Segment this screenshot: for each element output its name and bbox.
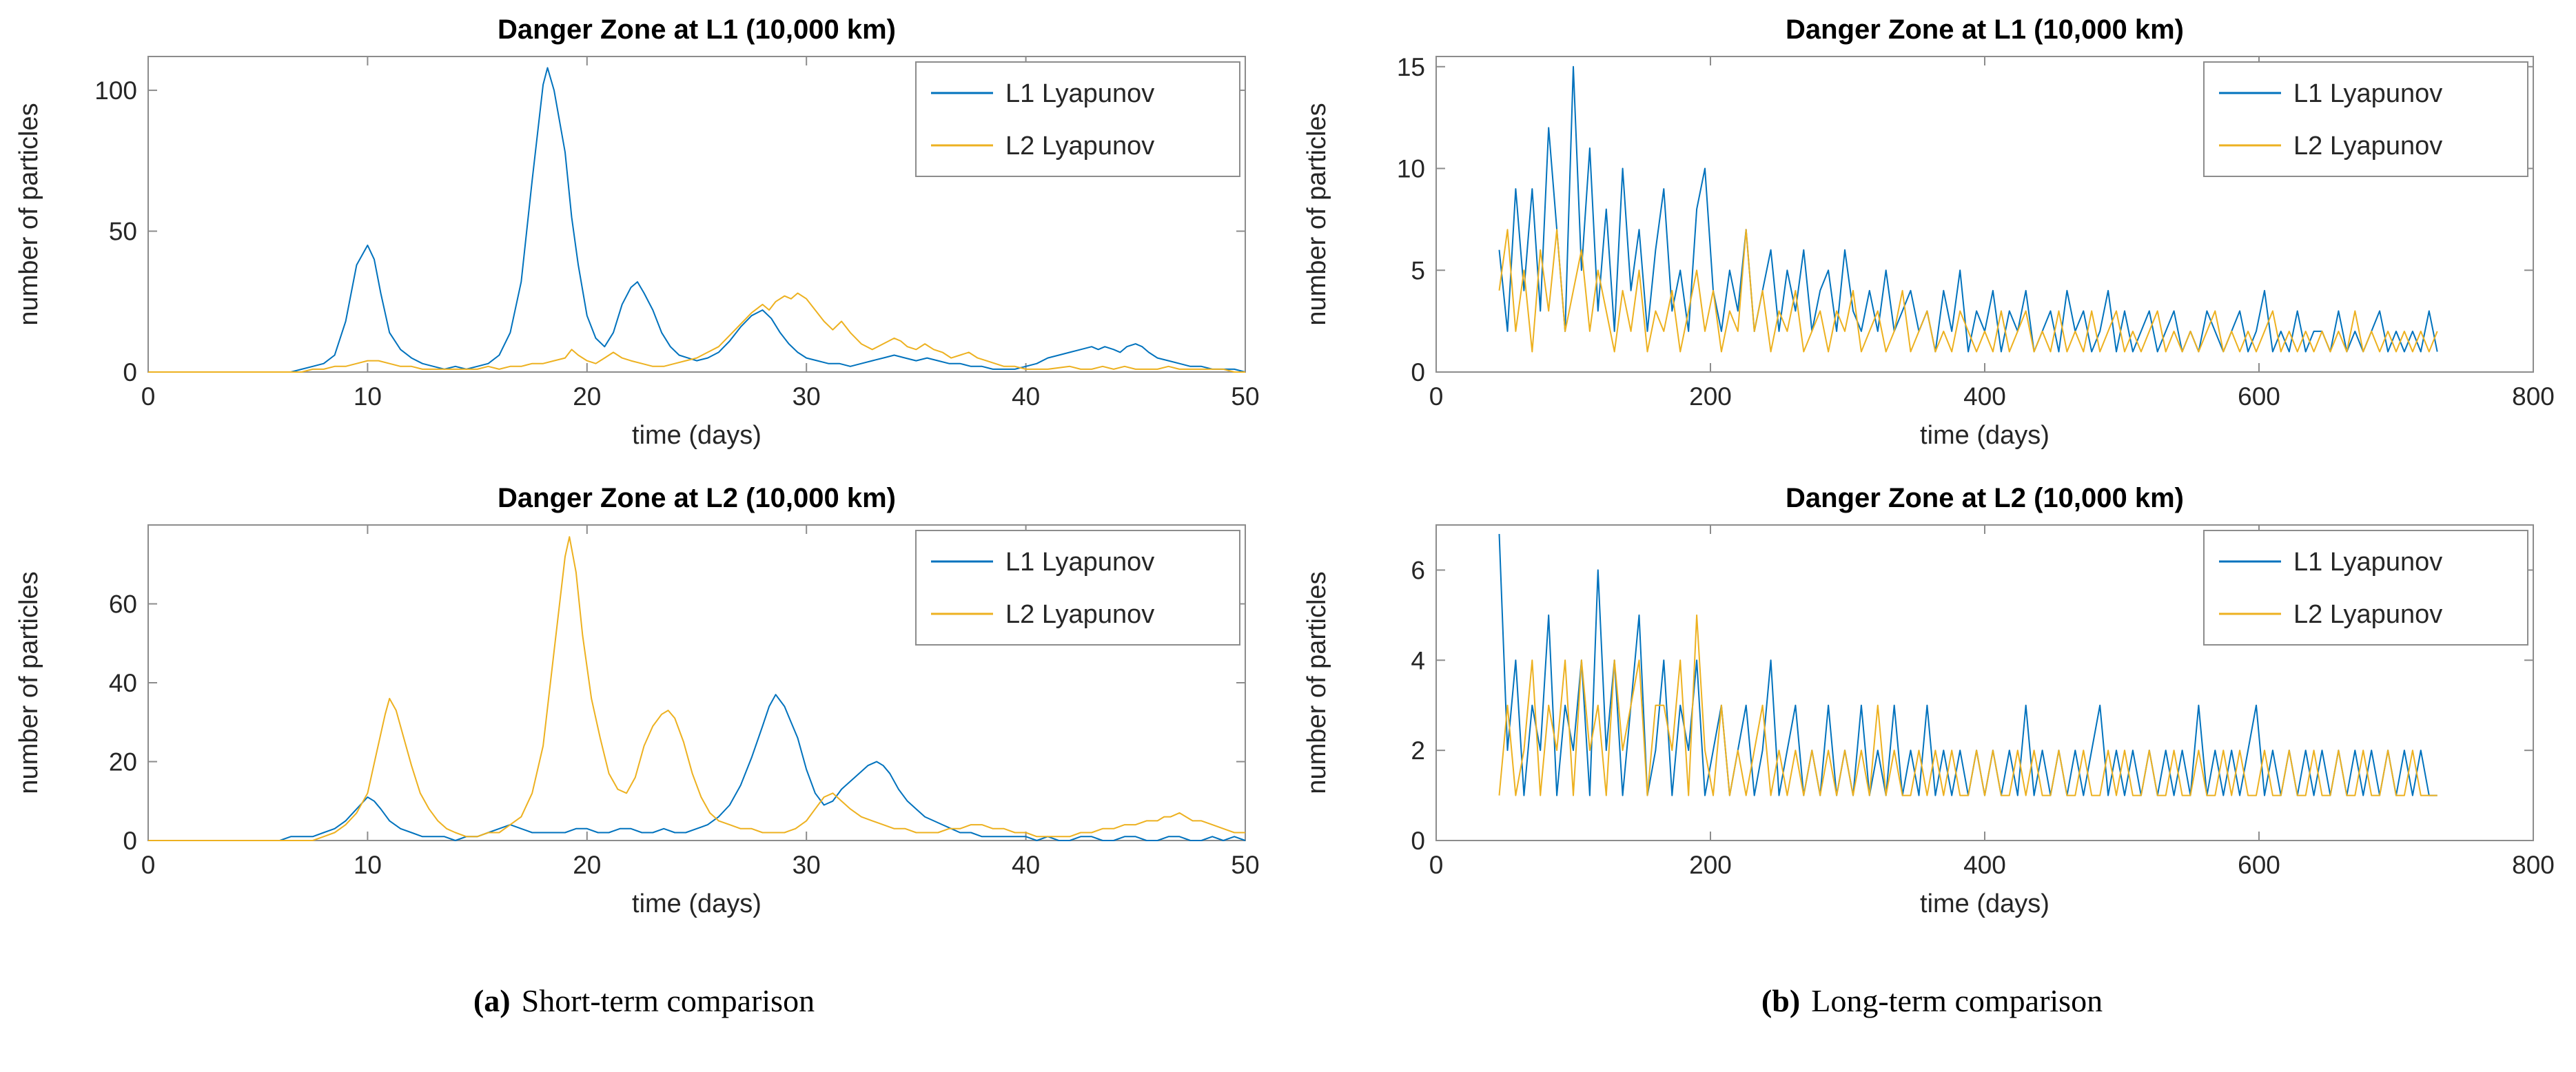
legend: L1 Lyapunov L2 Lyapunov [2203, 61, 2528, 177]
y-tick-label: 2 [1411, 736, 1425, 765]
y-tick-label: 0 [123, 827, 137, 855]
axes-box [147, 56, 1246, 373]
caption-a: (a) Short-term comparison [0, 937, 1288, 1072]
chart-box-l2-long: 0 200 400 600 800 0 2 4 6 Danger Zone at L2 (10,0… [1288, 468, 2576, 937]
x-tick-label: 50 [1231, 851, 1259, 879]
legend-box [915, 61, 1240, 177]
x-tick-label: 600 [2238, 851, 2280, 879]
chart-danger-zone-l2-long-term: 0 200 400 600 800 0 2 4 6 Danger Zone at L2 (10,0… [1302, 483, 2555, 918]
x-axis-label: time (days) [632, 889, 761, 918]
x-tick-label: 20 [573, 851, 601, 879]
legend: L1 Lyapunov L2 Lyapunov [2203, 530, 2528, 646]
legend-label: L2 Lyapunov [2293, 600, 2442, 629]
x-tick-label: 400 [1963, 851, 2006, 879]
caption-b-label: (b) [1761, 983, 1801, 1018]
series-line-l2-lyapunov [148, 292, 1245, 373]
x-tick-label: 800 [2512, 382, 2555, 411]
x-tick-label: 10 [354, 382, 382, 411]
x-tick-label: 800 [2512, 851, 2555, 879]
series-line-l1-lyapunov [148, 67, 1246, 373]
x-tick-label: 200 [1689, 382, 1732, 411]
chart-box-l2-short: 0 10 20 30 40 50 0 20 40 60 Danger Zone at L2 (10,… [0, 468, 1288, 937]
x-tick-label: 30 [793, 851, 821, 879]
legend-box [2203, 530, 2528, 646]
x-tick-label: 40 [1012, 382, 1040, 411]
chart-danger-zone-l1-long-term: 0 200 400 600 800 0 5 10 15 Danger Zone at L1 (10… [1302, 14, 2555, 450]
x-tick-label: 10 [354, 851, 382, 879]
chart-title: Danger Zone at L2 (10,000 km) [1786, 483, 2184, 513]
legend-label: L1 Lyapunov [1005, 548, 1154, 577]
y-tick-label: 0 [123, 358, 137, 386]
y-tick-label: 60 [109, 590, 137, 619]
y-tick-label: 20 [109, 748, 137, 776]
series-line-l1-lyapunov [148, 694, 1246, 841]
y-tick-label: 40 [109, 669, 137, 697]
y-axis-label: number of particles [1302, 103, 1331, 325]
x-tick-label: 50 [1231, 382, 1259, 411]
chart-title: Danger Zone at L2 (10,000 km) [498, 483, 896, 513]
x-tick-label: 20 [573, 382, 601, 411]
y-tick-label: 100 [94, 76, 137, 105]
x-tick-label: 30 [793, 382, 821, 411]
legend-box [915, 530, 1240, 646]
y-tick-label: 50 [109, 218, 137, 246]
legend-label: L2 Lyapunov [2293, 132, 2442, 161]
y-tick-label: 0 [1411, 827, 1425, 855]
chart-danger-zone-l2-short-term: 0 10 20 30 40 50 0 20 40 60 Danger Zone at L2 (10,… [14, 483, 1260, 918]
chart-title: Danger Zone at L1 (10,000 km) [1786, 14, 2184, 45]
y-axis-label: number of particles [14, 103, 43, 325]
chart-title: Danger Zone at L1 (10,000 km) [498, 14, 896, 45]
x-tick-label: 200 [1689, 851, 1732, 879]
legend: L1 Lyapunov L2 Lyapunov [915, 530, 1240, 646]
x-tick-label: 400 [1963, 382, 2006, 411]
x-axis-label: time (days) [1920, 889, 2049, 918]
x-tick-label: 40 [1012, 851, 1040, 879]
y-tick-label: 0 [1411, 358, 1425, 386]
x-tick-label: 0 [1429, 851, 1444, 879]
y-tick-label: 5 [1411, 256, 1425, 285]
series-line-l2-lyapunov [1498, 614, 2437, 796]
caption-b-text: Long-term comparison [1811, 983, 2103, 1018]
legend-label: L1 Lyapunov [1005, 79, 1154, 108]
caption-b: (b) Long-term comparison [1288, 937, 2576, 1072]
y-tick-label: 15 [1397, 53, 1425, 81]
legend-label: L2 Lyapunov [1005, 132, 1154, 161]
chart-danger-zone-l1-short-term: 0 10 20 30 40 50 0 50 100 Danger Zone at L1 (10,0… [14, 14, 1260, 450]
y-tick-label: 10 [1397, 155, 1425, 183]
legend: L1 Lyapunov L2 Lyapunov [915, 61, 1240, 177]
x-tick-label: 0 [1429, 382, 1444, 411]
chart-box-l1-short: 0 10 20 30 40 50 0 50 100 Danger Zone at L1 (10,0… [0, 0, 1288, 468]
y-tick-label: 6 [1411, 556, 1425, 584]
caption-a-label: (a) [473, 983, 511, 1018]
series-line-l1-lyapunov [1498, 65, 2438, 353]
x-tick-label: 0 [141, 851, 156, 879]
y-tick-label: 4 [1411, 646, 1425, 674]
legend-label: L1 Lyapunov [2293, 79, 2442, 108]
x-tick-label: 0 [141, 382, 156, 411]
legend-label: L1 Lyapunov [2293, 548, 2442, 577]
x-axis-label: time (days) [1920, 421, 2049, 450]
series-line-l2-lyapunov [1498, 229, 2438, 353]
legend-label: L2 Lyapunov [1005, 600, 1154, 629]
series-line-l2-lyapunov [148, 536, 1245, 841]
chart-box-l1-long: 0 200 400 600 800 0 5 10 15 Danger Zone at L1 (10… [1288, 0, 2576, 468]
caption-a-text: Short-term comparison [521, 983, 815, 1018]
x-axis-label: time (days) [632, 421, 761, 450]
short-term-column: 0 10 20 30 40 50 0 50 100 Danger Zone at L1 (10,0… [0, 0, 1288, 1072]
x-tick-label: 600 [2238, 382, 2280, 411]
legend-box [2203, 61, 2528, 177]
y-axis-label: number of particles [1302, 571, 1331, 794]
y-axis-label: number of particles [14, 571, 43, 794]
long-term-column: 0 200 400 600 800 0 5 10 15 Danger Zone at L1 (10… [1288, 0, 2576, 1072]
